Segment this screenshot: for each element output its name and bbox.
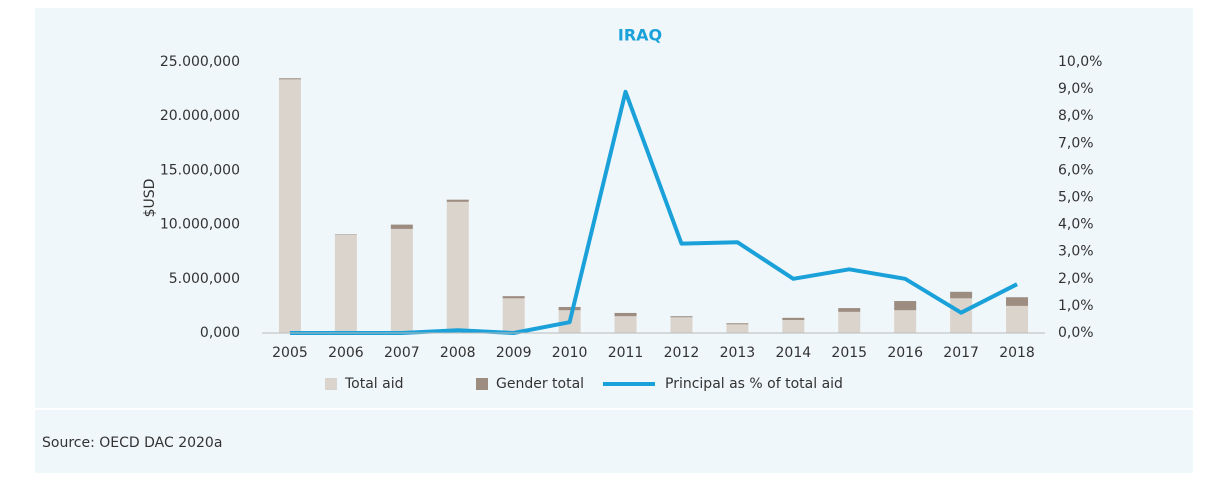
legend-label: Total aid xyxy=(344,376,404,392)
bar xyxy=(446,199,469,202)
y2-tick-label: 4,0% xyxy=(1058,217,1094,233)
y-tick-label: 0,000 xyxy=(200,325,240,341)
y2-tick-label: 6,0% xyxy=(1058,162,1094,178)
bar xyxy=(278,78,301,80)
x-tick-label: 2007 xyxy=(384,345,420,361)
y-axis-label: $USD xyxy=(142,179,158,218)
x-tick-label: 2005 xyxy=(272,345,308,361)
x-tick-label: 2013 xyxy=(720,345,756,361)
x-tick-label: 2010 xyxy=(552,345,588,361)
panel xyxy=(35,8,1193,473)
y2-tick-label: 8,0% xyxy=(1058,108,1094,124)
y2-tick-label: 0,0% xyxy=(1058,325,1094,341)
bar xyxy=(726,324,749,333)
y-tick-label: 15.000,000 xyxy=(160,162,240,178)
y2-tick-label: 9,0% xyxy=(1058,81,1094,97)
x-tick-label: 2018 xyxy=(999,345,1035,361)
bar xyxy=(894,310,917,333)
x-tick-label: 2008 xyxy=(440,345,476,361)
y2-tick-label: 7,0% xyxy=(1058,135,1094,151)
bar xyxy=(334,234,357,333)
x-tick-label: 2006 xyxy=(328,345,364,361)
y-tick-label: 25.000,000 xyxy=(160,54,240,70)
x-tick-label: 2017 xyxy=(943,345,979,361)
bar xyxy=(838,308,861,312)
bar xyxy=(502,296,525,299)
x-tick-label: 2009 xyxy=(496,345,532,361)
bar xyxy=(1006,297,1029,306)
y2-tick-label: 5,0% xyxy=(1058,190,1094,206)
bar xyxy=(502,298,525,333)
x-tick-label: 2014 xyxy=(776,345,812,361)
bar xyxy=(390,224,413,229)
bar xyxy=(782,319,805,333)
y2-tick-label: 10,0% xyxy=(1058,54,1102,70)
y-tick-label: 20.000,000 xyxy=(160,108,240,124)
bar xyxy=(950,291,973,299)
x-tick-label: 2015 xyxy=(831,345,867,361)
x-tick-label: 2012 xyxy=(664,345,700,361)
y2-tick-label: 3,0% xyxy=(1058,244,1094,260)
x-tick-label: 2011 xyxy=(608,345,644,361)
bar xyxy=(670,317,693,333)
bar xyxy=(446,201,469,333)
y2-tick-label: 1,0% xyxy=(1058,298,1094,314)
legend-swatch xyxy=(325,378,337,390)
x-tick-label: 2016 xyxy=(887,345,923,361)
legend-label: Gender total xyxy=(496,376,584,392)
bar xyxy=(614,312,637,317)
bar xyxy=(838,311,861,333)
legend-swatch xyxy=(476,378,488,390)
y2-tick-label: 2,0% xyxy=(1058,271,1094,287)
bar xyxy=(614,316,637,333)
bar xyxy=(726,323,749,325)
y-tick-label: 5.000,000 xyxy=(169,271,240,287)
y-tick-label: 10.000,000 xyxy=(160,217,240,233)
bar xyxy=(278,79,301,334)
bar xyxy=(782,317,805,320)
source: Source: OECD DAC 2020a xyxy=(42,435,222,451)
bar xyxy=(558,306,581,311)
chart-title: IRAQ xyxy=(618,26,662,45)
bar xyxy=(334,234,357,235)
bar xyxy=(670,316,693,318)
bar xyxy=(894,301,917,311)
legend-label: Principal as % of total aid xyxy=(665,376,843,392)
bar xyxy=(1006,305,1029,333)
bar xyxy=(390,228,413,333)
bar xyxy=(950,298,973,333)
